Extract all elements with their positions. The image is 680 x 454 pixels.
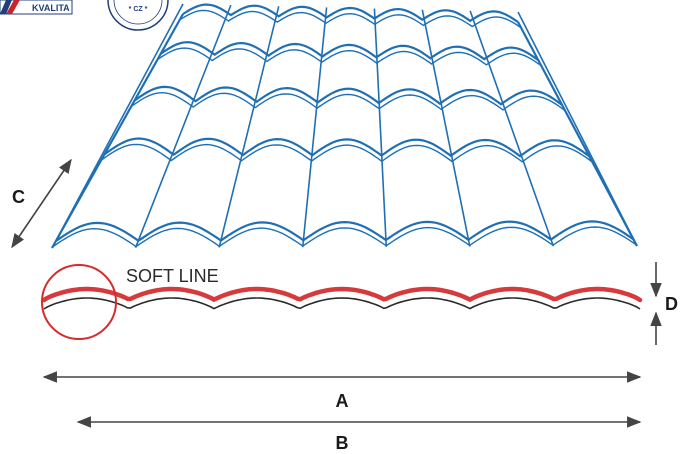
quality-seal-inner (113, 0, 163, 25)
tile-row-step (130, 91, 566, 112)
tile-row-step (100, 143, 593, 163)
tile-row-edge (55, 220, 635, 243)
quality-seal-icon (107, 0, 169, 31)
tile-row-step (157, 47, 542, 67)
tile-seam-line (134, 4, 232, 249)
roof-left-edge (51, 13, 184, 249)
soft-line-label: SOFT LINE (126, 266, 219, 286)
dimension-c-arrow (11, 158, 72, 249)
badge-flag-icon-blue (0, 0, 12, 14)
seal-text: * CZ * (129, 6, 148, 13)
tile-row-edge (182, 3, 519, 23)
profile-top-line (41, 286, 643, 303)
tile-seam-line (469, 10, 555, 247)
tile-seam-line (301, 7, 328, 248)
roof-right-edge (517, 21, 638, 247)
tile-seam-line (218, 6, 280, 248)
dimension-d-label: D (665, 294, 678, 314)
tile-row-edge (160, 41, 539, 61)
dimension-b-label: B (336, 433, 349, 453)
dimension-c-label: C (12, 187, 25, 207)
tile-row-step (179, 9, 522, 29)
soft-line-profile (41, 286, 643, 310)
profile-bottom-line (43, 297, 641, 310)
tile-row-step (52, 226, 637, 248)
roof-tile-sheet (51, 3, 638, 249)
tile-row-edge (103, 137, 591, 158)
tile-seam-line (373, 8, 388, 247)
dimension-a-label: A (336, 391, 349, 411)
badge-flag-icon (6, 0, 20, 14)
tile-seam-line (421, 9, 471, 247)
tile-row-edge (133, 85, 563, 106)
quality-badge: KVALITA * CZ * (0, 0, 169, 31)
profile-highlight-circle (41, 264, 117, 340)
roof-sheet-fill (52, 14, 637, 248)
badge-text: KVALITA (32, 3, 70, 13)
